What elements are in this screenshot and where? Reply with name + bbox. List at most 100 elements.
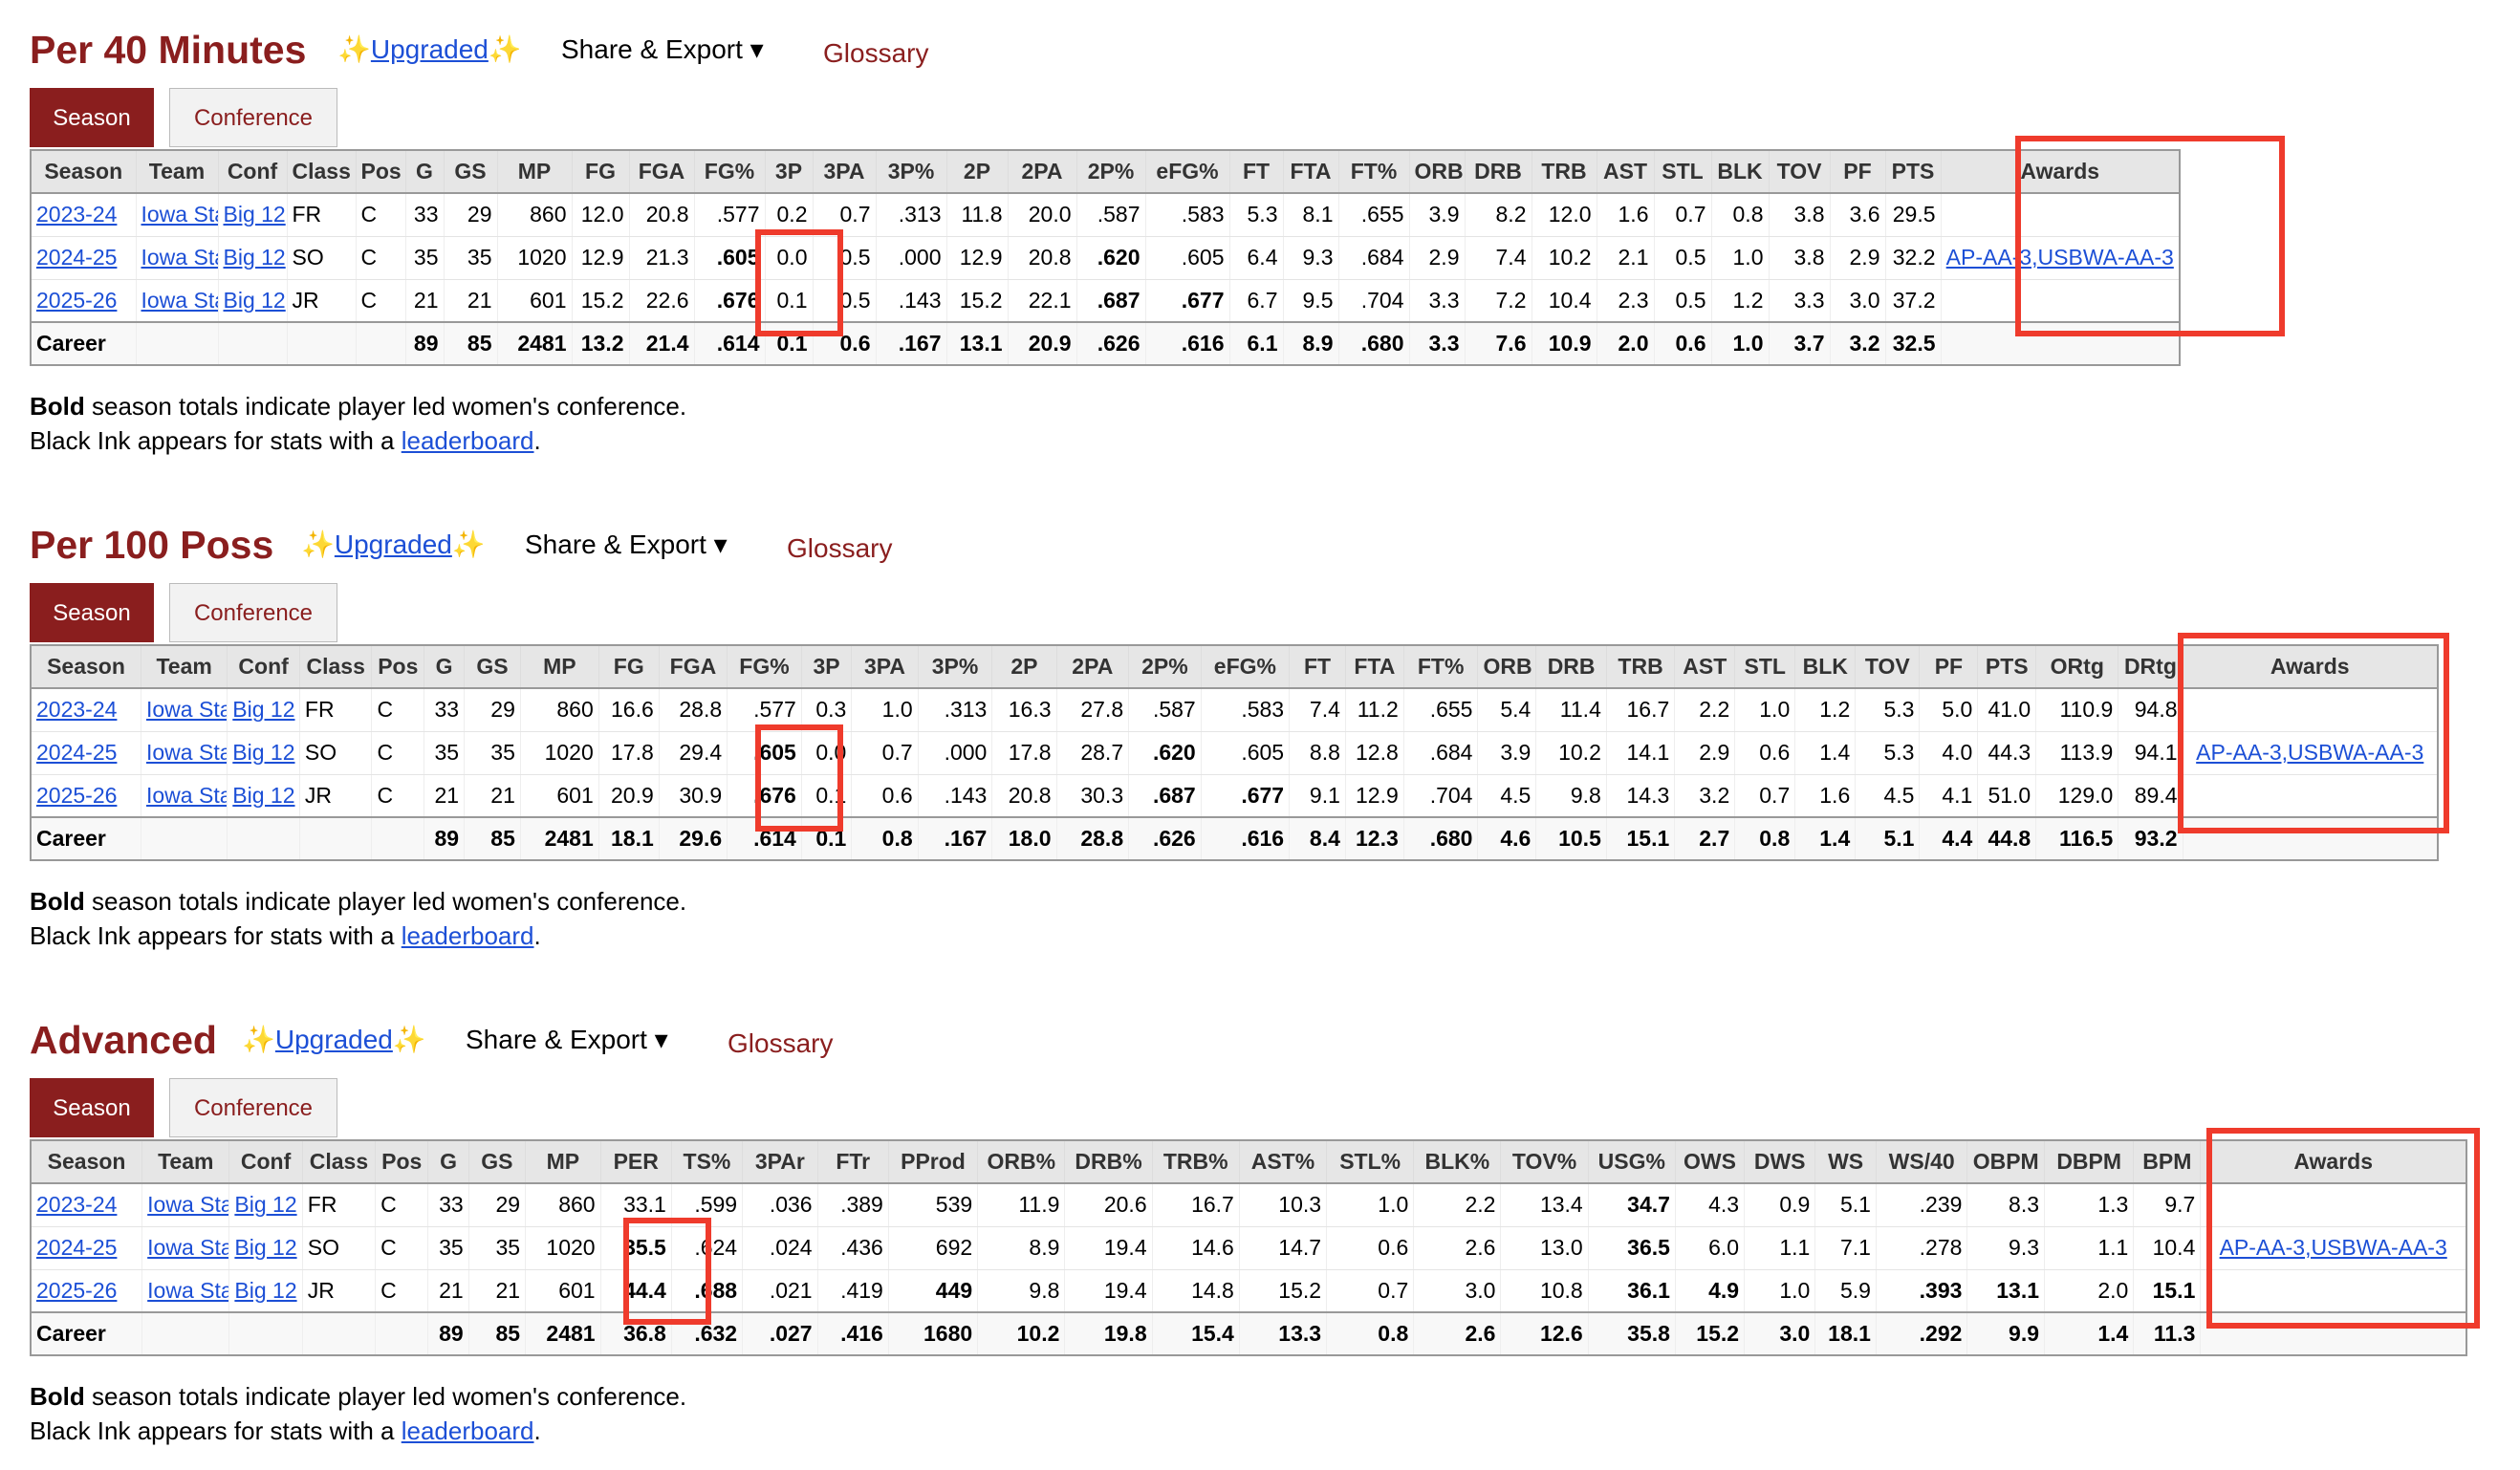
conf-link[interactable]: Big 12 [234, 1277, 297, 1303]
conf-link[interactable]: Big 12 [234, 1235, 297, 1260]
tab-season[interactable]: Season [30, 88, 154, 147]
column-header[interactable]: PTS [1977, 645, 2036, 689]
column-header[interactable]: Pos [371, 645, 424, 689]
share-export-menu[interactable]: Share & Export ▾ [561, 34, 764, 64]
column-header[interactable]: BPM [2133, 1140, 2201, 1184]
column-header[interactable]: FG [597, 645, 660, 689]
column-header[interactable]: DWS [1744, 1140, 1815, 1184]
awards-link[interactable]: AP-AA-3,USBWA-AA-3 [2196, 740, 2424, 765]
column-header[interactable]: Season [30, 645, 141, 689]
column-header[interactable]: BLK% [1413, 1140, 1501, 1184]
column-header[interactable]: FG% [693, 150, 765, 194]
column-header[interactable]: PTS [1884, 150, 1941, 194]
column-header[interactable]: 2P [945, 150, 1008, 194]
conf-link[interactable]: Big 12 [223, 202, 286, 227]
column-header[interactable]: FT [1228, 150, 1283, 194]
conf-link[interactable]: Big 12 [232, 697, 295, 723]
column-header[interactable]: AST [1596, 150, 1654, 194]
column-header[interactable]: 3P [764, 150, 813, 194]
column-header[interactable]: PProd [887, 1140, 978, 1184]
season-link[interactable]: 2025-26 [36, 1277, 118, 1303]
conf-link[interactable]: Big 12 [223, 245, 286, 270]
tab-conference[interactable]: Conference [169, 583, 337, 642]
column-header[interactable]: OBPM [1966, 1140, 2045, 1184]
column-header[interactable]: eFG% [1200, 645, 1290, 689]
column-header[interactable]: 2P [991, 645, 1057, 689]
column-header[interactable]: Awards [2182, 645, 2438, 689]
conf-link[interactable]: Big 12 [223, 287, 286, 313]
awards-link[interactable]: AP-AA-3,USBWA-AA-3 [2219, 1235, 2447, 1260]
column-header[interactable]: Team [141, 1140, 229, 1184]
team-link[interactable]: Iowa State [147, 1235, 229, 1260]
column-header[interactable]: PF [1919, 645, 1978, 689]
column-header[interactable]: 3PA [851, 645, 919, 689]
column-header[interactable]: STL% [1326, 1140, 1414, 1184]
team-link[interactable]: Iowa State [146, 697, 228, 723]
column-header[interactable]: Class [301, 1140, 376, 1184]
column-header[interactable]: FTA [1344, 645, 1404, 689]
column-header[interactable]: FT% [1402, 645, 1478, 689]
tab-conference[interactable]: Conference [169, 1078, 337, 1137]
column-header[interactable]: PF [1829, 150, 1885, 194]
team-link[interactable]: Iowa State [141, 202, 219, 227]
conf-link[interactable]: Big 12 [232, 740, 295, 765]
column-header[interactable]: 2PA [1007, 150, 1076, 194]
glossary-link[interactable]: Glossary [823, 38, 929, 68]
column-header[interactable]: Class [298, 645, 372, 689]
column-header[interactable]: G [427, 1140, 469, 1184]
column-header[interactable]: TOV% [1500, 1140, 1589, 1184]
team-link[interactable]: Iowa State [141, 287, 219, 313]
column-header[interactable]: STL [1734, 645, 1795, 689]
column-header[interactable]: BLK [1794, 645, 1856, 689]
column-header[interactable]: GS [464, 645, 521, 689]
column-header[interactable]: TRB [1605, 645, 1675, 689]
column-header[interactable]: BLK [1710, 150, 1769, 194]
column-header[interactable]: Pos [355, 150, 405, 194]
column-header[interactable]: PER [599, 1140, 672, 1184]
upgraded-link[interactable]: ✨Upgraded✨ [301, 530, 486, 559]
column-header[interactable]: 3P% [875, 150, 946, 194]
column-header[interactable]: Conf [228, 1140, 303, 1184]
team-link[interactable]: Iowa State [147, 1192, 229, 1218]
column-header[interactable]: TRB [1531, 150, 1597, 194]
leaderboard-link[interactable]: leaderboard [401, 921, 534, 950]
column-header[interactable]: GS [467, 1140, 526, 1184]
column-header[interactable]: FT [1289, 645, 1346, 689]
team-link[interactable]: Iowa State [141, 245, 219, 270]
column-header[interactable]: Class [286, 150, 356, 194]
column-header[interactable]: ORB [1477, 645, 1536, 689]
column-header[interactable]: AST% [1238, 1140, 1327, 1184]
column-header[interactable]: MP [525, 1140, 601, 1184]
column-header[interactable]: TRB% [1151, 1140, 1240, 1184]
conf-link[interactable]: Big 12 [232, 782, 295, 808]
glossary-link[interactable]: Glossary [787, 533, 893, 563]
column-header[interactable]: Season [30, 150, 136, 194]
season-link[interactable]: 2023-24 [36, 1192, 118, 1218]
column-header[interactable]: Pos [375, 1140, 428, 1184]
share-export-menu[interactable]: Share & Export ▾ [466, 1025, 668, 1054]
column-header[interactable]: Conf [227, 645, 300, 689]
column-header[interactable]: STL [1653, 150, 1711, 194]
column-header[interactable]: 3P% [917, 645, 992, 689]
column-header[interactable]: 2P% [1075, 150, 1145, 194]
awards-link[interactable]: AP-AA-3,USBWA-AA-3 [1945, 245, 2174, 270]
column-header[interactable]: DBPM [2044, 1140, 2134, 1184]
glossary-link[interactable]: Glossary [728, 1028, 834, 1058]
column-header[interactable]: ORB% [977, 1140, 1065, 1184]
column-header[interactable]: TOV [1855, 645, 1920, 689]
share-export-menu[interactable]: Share & Export ▾ [525, 530, 728, 559]
column-header[interactable]: Conf [217, 150, 287, 194]
column-header[interactable]: Team [140, 645, 228, 689]
column-header[interactable]: TOV [1768, 150, 1830, 194]
column-header[interactable]: DRB [1535, 645, 1607, 689]
team-link[interactable]: Iowa State [146, 740, 228, 765]
tab-conference[interactable]: Conference [169, 88, 337, 147]
column-header[interactable]: FT% [1337, 150, 1409, 194]
conf-link[interactable]: Big 12 [234, 1192, 297, 1218]
column-header[interactable]: USG% [1587, 1140, 1676, 1184]
season-link[interactable]: 2023-24 [36, 697, 118, 723]
upgraded-link[interactable]: ✨Upgraded✨ [337, 34, 522, 64]
leaderboard-link[interactable]: leaderboard [401, 426, 534, 455]
column-header[interactable]: WS [1814, 1140, 1877, 1184]
column-header[interactable]: eFG% [1144, 150, 1229, 194]
